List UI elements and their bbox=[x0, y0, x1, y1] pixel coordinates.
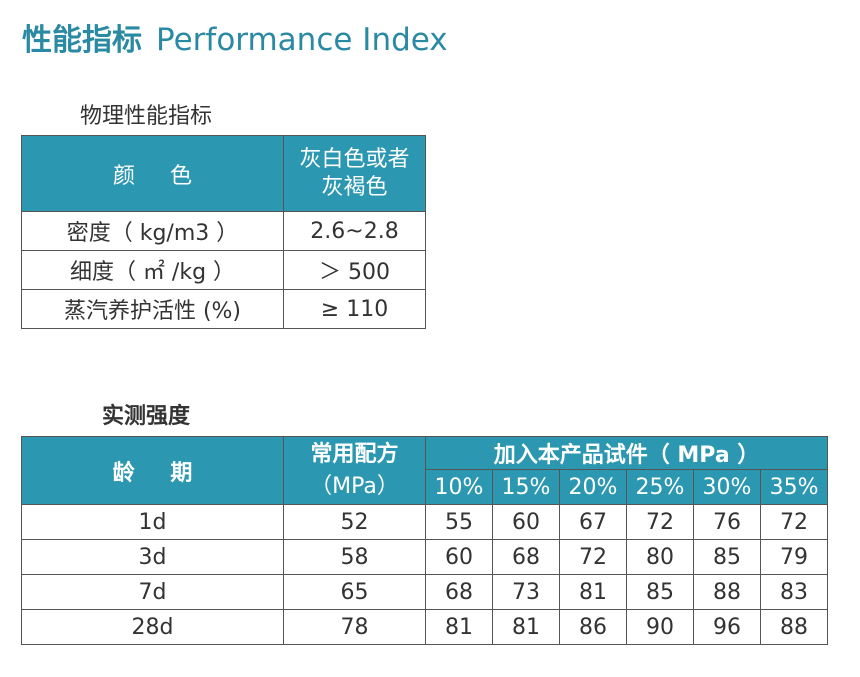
percent-header: 10% bbox=[425, 469, 493, 505]
page-title: 性能指标 Performance Index bbox=[22, 18, 448, 62]
value-cell: 80 bbox=[626, 539, 694, 575]
table-header-row: 10% 15% 20% 25% 30% 35% bbox=[22, 469, 829, 505]
table-row: 颜 色 灰白色或者 灰褐色 bbox=[21, 135, 426, 212]
value-cell: 85 bbox=[626, 574, 694, 610]
table-row: 蒸汽养护活性 (%) ≥ 110 bbox=[21, 289, 426, 329]
value-cell: 81 bbox=[559, 574, 627, 610]
value-cell: 90 bbox=[626, 609, 694, 645]
strength-table: 龄 期 常用配方 （MPa） 加入本产品试件（ MPa ） 10% 15% 20… bbox=[21, 436, 829, 645]
property-label: 细度（ ㎡ /kg ） bbox=[21, 250, 284, 290]
standard-value-cell: 58 bbox=[283, 539, 426, 575]
value-cell: 73 bbox=[492, 574, 560, 610]
property-label: 密度（ kg/m3 ） bbox=[21, 211, 284, 251]
color-value-cell: 灰白色或者 灰褐色 bbox=[283, 135, 426, 212]
color-value-line2: 灰褐色 bbox=[321, 174, 388, 200]
value-cell: 68 bbox=[492, 539, 560, 575]
standard-mix-header: 常用配方 （MPa） bbox=[283, 436, 426, 505]
age-cell: 7d bbox=[21, 574, 284, 610]
table-row: 7d 65 68 73 81 85 88 83 bbox=[21, 574, 829, 610]
page-title-cn: 性能指标 bbox=[22, 23, 142, 58]
product-added-header: 加入本产品试件（ MPa ） bbox=[424, 436, 829, 470]
age-cell: 3d bbox=[21, 539, 284, 575]
value-cell: 96 bbox=[693, 609, 761, 645]
property-value: ＞ 500 bbox=[283, 250, 426, 290]
table-row: 3d 58 60 68 72 80 85 79 bbox=[21, 539, 829, 575]
standard-value-cell: 78 bbox=[283, 609, 426, 645]
strength-section-heading: 实测强度 bbox=[102, 404, 191, 429]
table-header-row: 龄 期 常用配方 （MPa） 加入本产品试件（ MPa ） bbox=[21, 436, 829, 505]
value-cell: 60 bbox=[425, 539, 493, 575]
standard-value-cell: 65 bbox=[283, 574, 426, 610]
age-cell: 1d bbox=[21, 504, 284, 540]
page-title-en: Performance Index bbox=[156, 22, 448, 58]
color-label-cell: 颜 色 bbox=[21, 135, 284, 212]
value-cell: 81 bbox=[425, 609, 493, 645]
value-cell: 72 bbox=[626, 504, 694, 540]
value-cell: 68 bbox=[425, 574, 493, 610]
value-cell: 79 bbox=[759, 539, 829, 575]
value-cell: 83 bbox=[759, 574, 829, 610]
value-cell: 60 bbox=[492, 504, 560, 540]
standard-mix-unit: （MPa） bbox=[310, 473, 399, 499]
table-row: 密度（ kg/m3 ） 2.6~2.8 bbox=[21, 211, 426, 251]
value-cell: 85 bbox=[693, 539, 761, 575]
value-cell: 88 bbox=[759, 609, 829, 645]
value-cell: 72 bbox=[759, 504, 829, 540]
property-value: ≥ 110 bbox=[283, 289, 426, 329]
value-cell: 88 bbox=[693, 574, 761, 610]
age-cell: 28d bbox=[21, 609, 284, 645]
property-value: 2.6~2.8 bbox=[283, 211, 426, 251]
age-header: 龄 期 bbox=[21, 436, 284, 505]
physical-section-heading: 物理性能指标 bbox=[80, 104, 213, 129]
value-cell: 67 bbox=[559, 504, 627, 540]
percent-header: 35% bbox=[759, 469, 829, 505]
value-cell: 55 bbox=[425, 504, 493, 540]
value-cell: 86 bbox=[559, 609, 627, 645]
percent-header: 30% bbox=[693, 469, 761, 505]
property-label: 蒸汽养护活性 (%) bbox=[21, 289, 284, 329]
percent-header: 25% bbox=[626, 469, 694, 505]
value-cell: 81 bbox=[492, 609, 560, 645]
percent-header: 20% bbox=[559, 469, 627, 505]
table-row: 细度（ ㎡ /kg ） ＞ 500 bbox=[21, 250, 426, 290]
color-value-line1: 灰白色或者 bbox=[299, 146, 410, 172]
standard-mix-title: 常用配方 bbox=[310, 441, 399, 467]
standard-value-cell: 52 bbox=[283, 504, 426, 540]
table-row: 28d 78 81 81 86 90 96 88 bbox=[21, 609, 829, 645]
table-row: 1d 52 55 60 67 72 76 72 bbox=[21, 504, 829, 540]
value-cell: 76 bbox=[693, 504, 761, 540]
physical-properties-table: 颜 色 灰白色或者 灰褐色 密度（ kg/m3 ） 2.6~2.8 细度（ ㎡ … bbox=[21, 135, 426, 329]
percent-header: 15% bbox=[492, 469, 560, 505]
value-cell: 72 bbox=[559, 539, 627, 575]
